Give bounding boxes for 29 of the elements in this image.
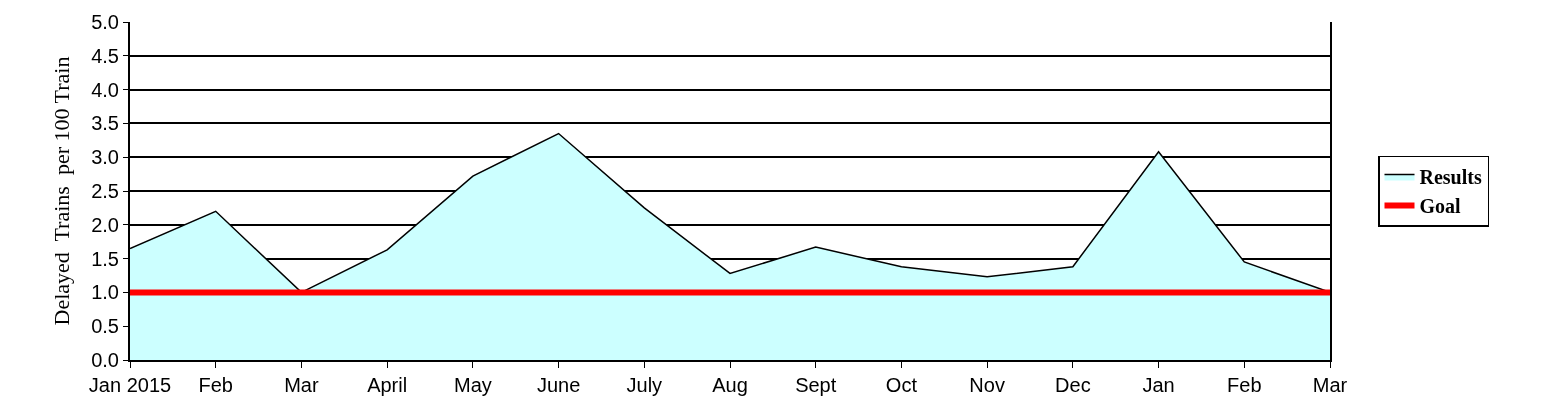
x-tick-label: Nov — [969, 374, 1005, 396]
x-tick-label: Mar — [1312, 374, 1348, 396]
x-tick-label: July — [626, 374, 663, 396]
x-tick-label: Jan — [1142, 374, 1175, 396]
x-tick-label: April — [367, 374, 408, 396]
x-tick-label: Aug — [712, 374, 748, 396]
x-tick-label: June — [536, 374, 581, 396]
y-axis-title: Delayed Trains per 100 Train — [49, 56, 75, 326]
y-tick-label: 5.0 — [91, 11, 119, 33]
y-tick-label: 2.0 — [91, 213, 119, 236]
y-tick-label: 4.5 — [91, 44, 119, 67]
x-tick-label: Jan 2015 — [88, 374, 172, 396]
x-tick-label: May — [453, 374, 492, 396]
y-tick-label: 0.0 — [91, 349, 119, 371]
x-tick-label: Feb — [1227, 374, 1262, 396]
y-tick-label: 3.5 — [91, 112, 119, 135]
x-tick-label: Oct — [885, 374, 918, 396]
x-tick-label: Sept — [795, 374, 837, 396]
y-tick-label: 4.0 — [91, 78, 119, 101]
y-tick-label: 1.0 — [91, 281, 119, 304]
y-tick-label: 0.5 — [91, 315, 119, 338]
x-tick-label: Feb — [198, 374, 233, 396]
x-tick-label: Dec — [1055, 374, 1091, 396]
y-tick-label: 3.0 — [91, 146, 119, 169]
legend-label: Results — [1419, 166, 1482, 189]
x-tick-label: Mar — [284, 374, 319, 396]
y-tick-label: 2.5 — [91, 180, 119, 202]
legend-label: Goal — [1419, 195, 1462, 218]
y-tick-label: 1.5 — [91, 247, 119, 270]
